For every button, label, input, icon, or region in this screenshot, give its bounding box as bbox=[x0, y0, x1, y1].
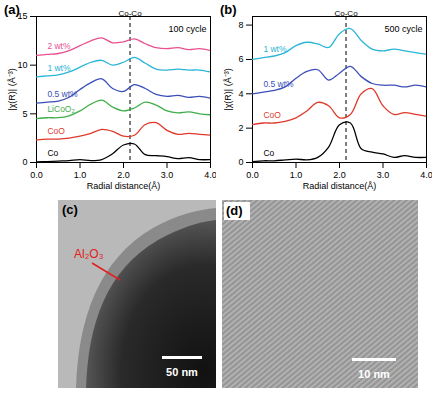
svg-text:2 wt%: 2 wt% bbox=[47, 41, 71, 51]
svg-text:4.0: 4.0 bbox=[420, 170, 432, 180]
svg-text:Al₂O₃: Al₂O₃ bbox=[74, 247, 104, 261]
svg-text:0: 0 bbox=[22, 157, 27, 167]
svg-text:6: 6 bbox=[238, 54, 243, 64]
svg-text:0: 0 bbox=[238, 157, 243, 167]
html-text:(b): (b) bbox=[220, 2, 237, 17]
svg-text:1.0: 1.0 bbox=[290, 170, 303, 180]
svg-text:50 nm: 50 nm bbox=[166, 366, 198, 378]
svg-text:(c): (c) bbox=[62, 202, 78, 217]
svg-text:Radial distance(Å): Radial distance(Å) bbox=[303, 181, 377, 191]
svg-text:Co: Co bbox=[47, 148, 58, 158]
svg-text:5: 5 bbox=[22, 109, 27, 119]
svg-text:CoO: CoO bbox=[263, 110, 281, 120]
html-text:(a): (a) bbox=[4, 2, 20, 17]
svg-text:Co-Co: Co-Co bbox=[118, 9, 142, 18]
svg-text:0.0: 0.0 bbox=[246, 170, 259, 180]
svg-text:4.0: 4.0 bbox=[204, 170, 216, 180]
svg-text:3.0: 3.0 bbox=[161, 170, 174, 180]
svg-text:0.5 wt%: 0.5 wt% bbox=[47, 89, 78, 99]
svg-text:2.0: 2.0 bbox=[117, 170, 130, 180]
svg-text:LiCoO₂: LiCoO₂ bbox=[47, 104, 74, 114]
svg-text:Radial distance(Å): Radial distance(Å) bbox=[87, 181, 161, 191]
svg-text:3.0: 3.0 bbox=[377, 170, 390, 180]
svg-text:0.0: 0.0 bbox=[30, 170, 43, 180]
svg-text:Co: Co bbox=[263, 148, 274, 158]
svg-text:2: 2 bbox=[238, 123, 243, 133]
svg-text:500 cycle: 500 cycle bbox=[384, 24, 422, 34]
svg-text:0.5 wt%: 0.5 wt% bbox=[263, 79, 294, 89]
svg-text:10 nm: 10 nm bbox=[358, 368, 390, 380]
svg-text:10: 10 bbox=[17, 60, 27, 70]
svg-text:|χ(R)| (Å⁻³): |χ(R)| (Å⁻³) bbox=[223, 68, 233, 110]
svg-text:1 wt%: 1 wt% bbox=[47, 63, 71, 73]
svg-text:Co-Co: Co-Co bbox=[334, 9, 358, 18]
svg-text:1 wt%: 1 wt% bbox=[263, 44, 287, 54]
svg-text:8: 8 bbox=[238, 20, 243, 30]
svg-text:2.0: 2.0 bbox=[333, 170, 346, 180]
svg-text:15: 15 bbox=[17, 11, 28, 22]
svg-text:|χ(R)| (Å⁻³): |χ(R)| (Å⁻³) bbox=[7, 68, 17, 110]
svg-text:(d): (d) bbox=[226, 203, 243, 218]
svg-text:1.0: 1.0 bbox=[74, 170, 87, 180]
svg-text:CoO: CoO bbox=[47, 126, 65, 136]
svg-text:4: 4 bbox=[238, 89, 243, 99]
svg-text:100 cycle: 100 cycle bbox=[168, 24, 206, 34]
